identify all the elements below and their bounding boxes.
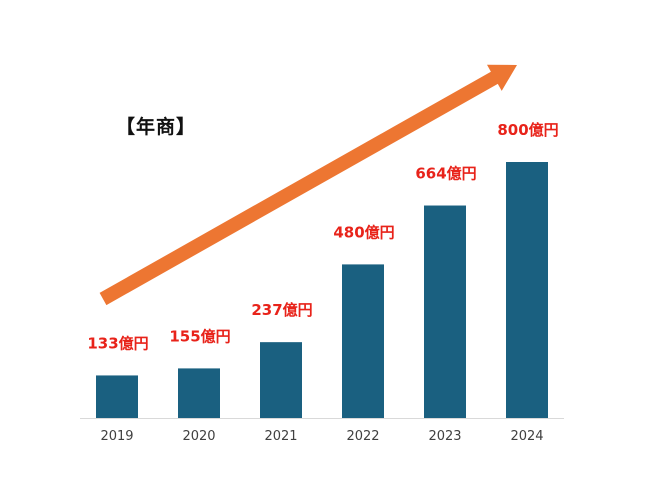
data-label-2019: 133億円 xyxy=(87,334,148,352)
data-label-2020: 155億円 xyxy=(169,327,230,345)
data-label-2021: 237億円 xyxy=(251,301,312,319)
x-tick-2019: 2019 xyxy=(100,429,133,444)
x-tick-2023: 2023 xyxy=(428,429,461,444)
data-labels: 133億円 155億円 237億円 480億円 664億円 800億円 xyxy=(87,121,558,352)
bar-2021 xyxy=(260,342,302,418)
data-label-2024: 800億円 xyxy=(497,121,558,139)
bar-2022 xyxy=(342,264,384,418)
x-tick-2022: 2022 xyxy=(346,429,379,444)
trend-arrow-shape xyxy=(99,64,517,306)
bar-2020 xyxy=(178,368,220,418)
data-label-2023: 664億円 xyxy=(415,165,476,183)
chart-title: 【年商】 xyxy=(116,116,197,138)
x-tick-2024: 2024 xyxy=(510,429,543,444)
x-tick-2020: 2020 xyxy=(182,429,215,444)
trend-arrow xyxy=(99,64,517,306)
bar-2024 xyxy=(506,162,548,418)
bar-2023 xyxy=(424,205,466,418)
bar-2019 xyxy=(96,375,138,418)
x-tick-2021: 2021 xyxy=(264,429,297,444)
x-axis-ticks: 2019 2020 2021 2022 2023 2024 xyxy=(100,429,543,444)
data-label-2022: 480億円 xyxy=(333,223,394,241)
bars xyxy=(96,162,548,418)
